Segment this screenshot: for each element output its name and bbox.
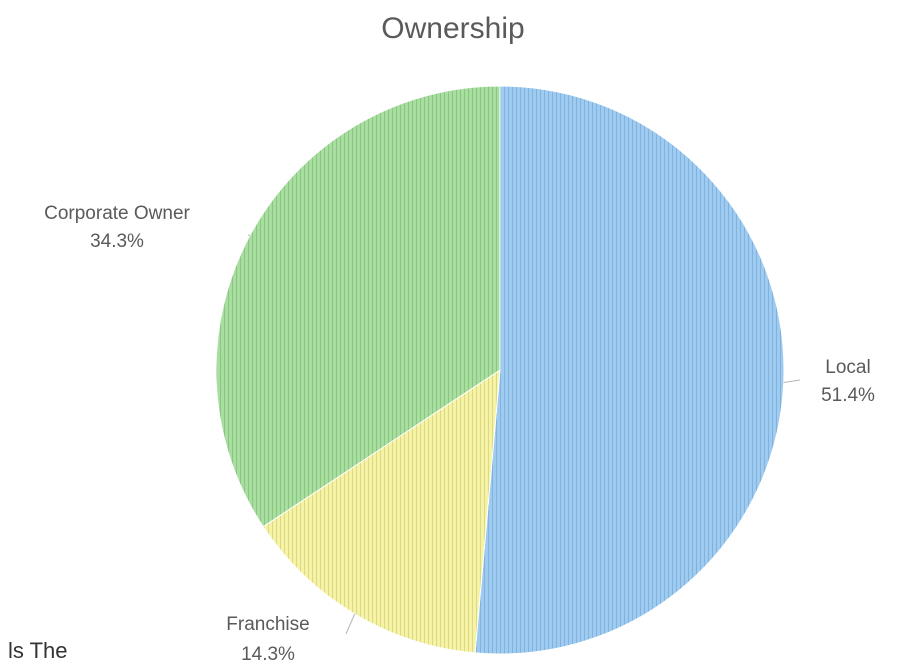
truncated-background-text: ls The bbox=[8, 638, 68, 663]
slice-label-corporate-owner: Corporate Owner bbox=[44, 203, 190, 224]
slice-value-franchise: 14.3% bbox=[241, 644, 295, 665]
pie-slice-local bbox=[474, 85, 785, 655]
leader-line-local bbox=[783, 379, 801, 383]
chart-title: Ownership bbox=[381, 12, 524, 45]
slice-value-corporate-owner: 34.3% bbox=[90, 231, 144, 252]
leader-line-franchise bbox=[345, 613, 356, 635]
slice-value-local: 51.4% bbox=[821, 385, 875, 406]
slice-label-franchise: Franchise bbox=[226, 614, 309, 635]
slice-label-local: Local bbox=[825, 357, 870, 378]
pie-slice-franchise bbox=[262, 369, 501, 654]
leader-line-corporate-owner bbox=[247, 234, 250, 237]
pie-slice-corporate-owner bbox=[215, 85, 501, 528]
leader-lines bbox=[247, 234, 801, 635]
slice-labels: Local 51.4% Franchise 14.3% Corporate Owner 3… bbox=[44, 203, 875, 665]
pie-slices bbox=[215, 85, 785, 655]
